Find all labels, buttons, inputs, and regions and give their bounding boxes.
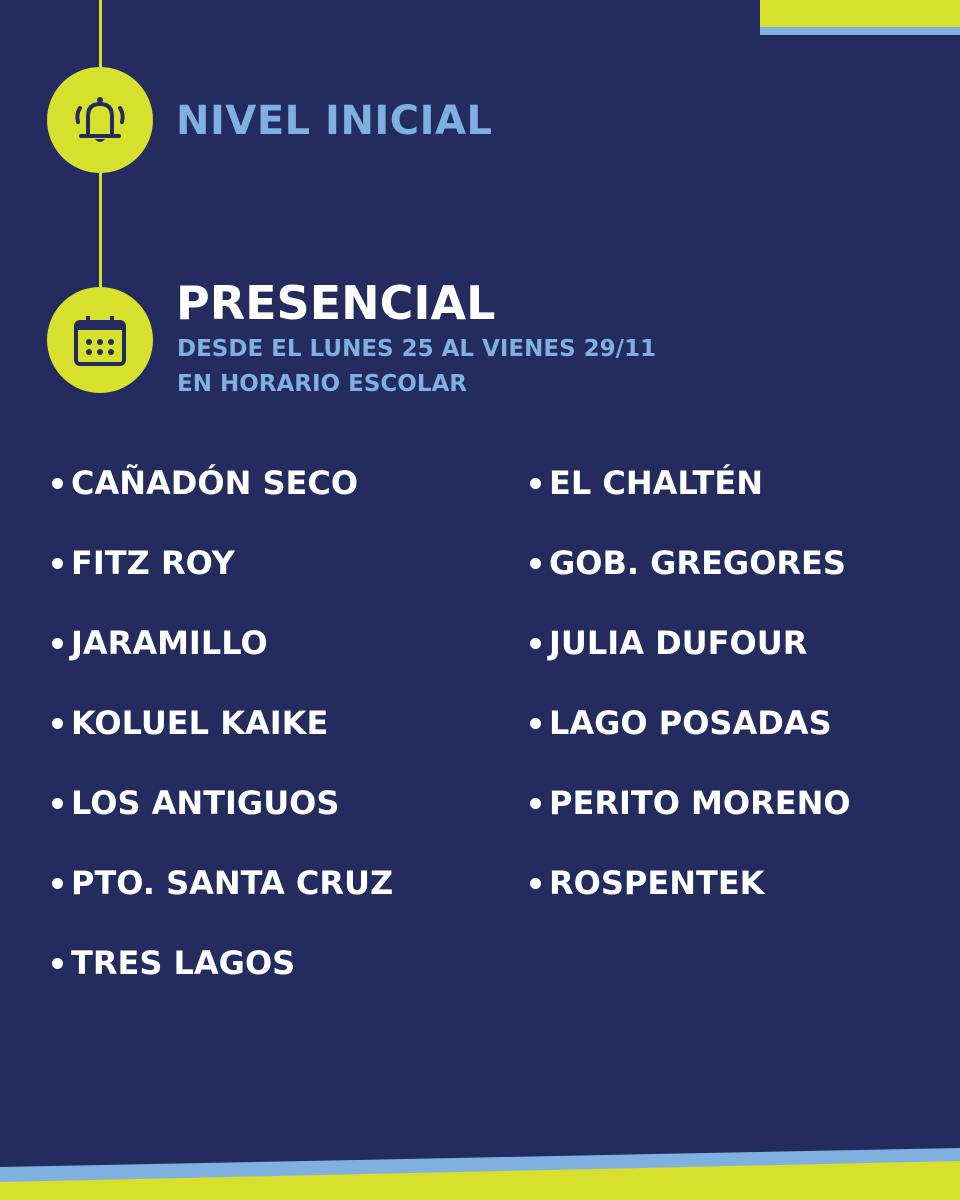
calendar-icon <box>47 287 153 393</box>
locality-name: TRES LAGOS <box>71 944 296 982</box>
locality-item: GOB. GREGORES <box>530 544 846 582</box>
locality-item: CAÑADÓN SECO <box>52 464 358 502</box>
bullet <box>52 477 63 489</box>
locality-item: KOLUEL KAIKE <box>52 704 328 742</box>
locality-name: EL CHALTÉN <box>549 464 763 502</box>
top-right-yellow-band <box>760 0 960 27</box>
locality-item: JULIA DUFOUR <box>530 624 807 662</box>
locality-item: ROSPENTEK <box>530 864 764 902</box>
locality-name: FITZ ROY <box>71 544 235 582</box>
bullet <box>52 637 63 649</box>
mode-title: PRESENCIAL <box>176 276 496 330</box>
bullet <box>530 557 541 569</box>
bullet <box>52 797 63 809</box>
locality-name: CAÑADÓN SECO <box>71 464 359 502</box>
dates-text: DESDE EL LUNES 25 AL VIENES 29/11 <box>177 336 657 362</box>
locality-item: FITZ ROY <box>52 544 235 582</box>
bullet <box>52 717 63 729</box>
locality-item: LAGO POSADAS <box>530 704 832 742</box>
bullet <box>52 557 63 569</box>
locality-item: EL CHALTÉN <box>530 464 763 502</box>
locality-name: KOLUEL KAIKE <box>71 704 329 742</box>
bottom-yellow-band <box>0 1161 960 1200</box>
top-right-blue-band <box>760 27 960 35</box>
locality-item: PERITO MORENO <box>530 784 851 822</box>
bullet <box>52 957 63 969</box>
locality-item: LOS ANTIGUOS <box>52 784 339 822</box>
bullet <box>52 877 63 889</box>
locality-name: PTO. SANTA CRUZ <box>71 864 394 902</box>
locality-name: GOB. GREGORES <box>549 544 846 582</box>
locality-item: TRES LAGOS <box>52 944 295 982</box>
bullet <box>530 797 541 809</box>
locality-name: ROSPENTEK <box>549 864 765 902</box>
bell-icon <box>47 67 153 173</box>
locality-name: LAGO POSADAS <box>549 704 832 742</box>
level-title: NIVEL INICIAL <box>176 98 493 144</box>
schedule-text: EN HORARIO ESCOLAR <box>177 371 467 397</box>
locality-name: PERITO MORENO <box>549 784 851 822</box>
locality-item: JARAMILLO <box>52 624 268 662</box>
locality-name: JARAMILLO <box>71 624 268 662</box>
locality-item: PTO. SANTA CRUZ <box>52 864 393 902</box>
locality-name: LOS ANTIGUOS <box>71 784 340 822</box>
bullet <box>530 877 541 889</box>
bullet <box>530 637 541 649</box>
bullet <box>530 477 541 489</box>
locality-name: JULIA DUFOUR <box>549 624 808 662</box>
bullet <box>530 717 541 729</box>
